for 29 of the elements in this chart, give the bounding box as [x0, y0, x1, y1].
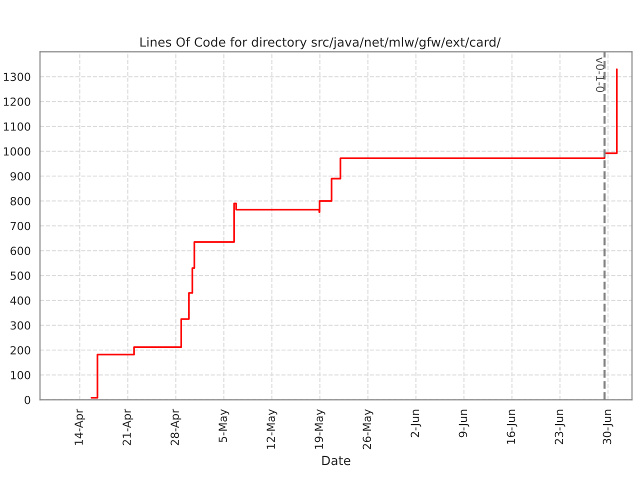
x-tick-label: 30-Jun — [602, 410, 614, 444]
x-tick-label: 9-Jun — [458, 410, 470, 438]
y-tick-label: 300 — [10, 321, 30, 330]
x-axis-title: Date — [322, 456, 350, 466]
y-tick-label: 1100 — [4, 122, 30, 131]
y-tick-label: 800 — [10, 196, 30, 206]
x-tick-label: 12-May — [266, 409, 278, 449]
y-tick-label: 1300 — [4, 72, 30, 82]
x-tick-label: 2-Jun — [410, 410, 422, 438]
y-tick-label: 400 — [10, 296, 30, 305]
y-tick-label: 700 — [10, 222, 30, 230]
y-tick-label: 0 — [24, 396, 30, 404]
chart-subtitle: Lines Of Code for directory src/java/net/mlw/gfw/ext/card/ — [140, 37, 501, 50]
y-tick-label: 500 — [10, 272, 30, 280]
ref-line-label: v0-1-0 — [596, 57, 604, 92]
x-tick-label: 28-Apr — [170, 408, 182, 446]
x-tick-label: 19-May — [314, 409, 326, 449]
y-tick-label: 600 — [10, 246, 30, 256]
y-tick-label: 900 — [10, 172, 30, 181]
x-tick-label: 16-Jun — [506, 410, 518, 444]
y-tick-label: 1200 — [4, 98, 30, 106]
y-tick-label: 200 — [10, 346, 30, 355]
x-tick-label: 23-Jun — [554, 410, 566, 444]
x-tick-label: 14-Apr — [74, 408, 86, 445]
y-tick-label: 100 — [10, 370, 30, 380]
x-tick-label: 5-May — [218, 409, 230, 442]
x-tick-label: 26-May — [362, 409, 374, 450]
y-tick-label: 1000 — [4, 147, 30, 156]
x-tick-label: 21-Apr — [122, 408, 134, 446]
